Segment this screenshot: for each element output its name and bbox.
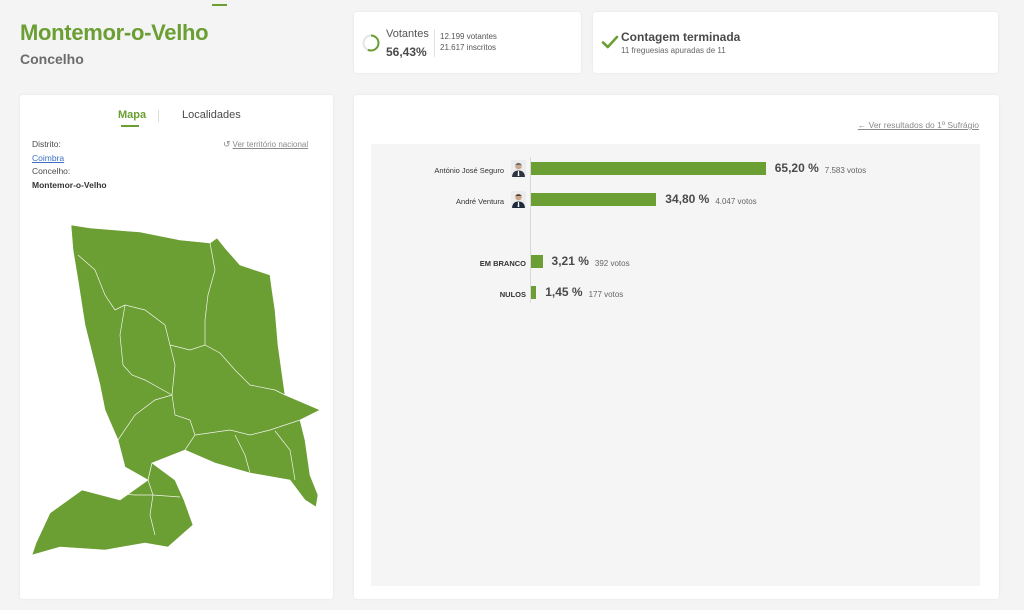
parish-border	[117, 394, 173, 441]
count-status-title: Contagem terminada	[621, 30, 741, 44]
result-votes: 7.583 votos	[824, 166, 867, 175]
registered-count: 21.617 inscritos	[440, 43, 497, 52]
parish-border	[77, 254, 126, 311]
result-bar	[531, 255, 543, 268]
check-icon	[601, 35, 619, 49]
page-title: Montemor-o-Velho	[20, 20, 209, 45]
tab-separator	[158, 110, 159, 122]
results-panel: ← Ver resultados do 1º Sufrágio António …	[354, 95, 999, 599]
results-chart-area	[371, 144, 980, 586]
concelho-value: Montemor-o-Velho	[32, 180, 107, 190]
parish-border	[152, 494, 181, 498]
result-votes: 392 votos	[594, 259, 630, 268]
concelho-label: Concelho:	[32, 166, 71, 176]
turnout-card: Votantes 56,43% 12.199 votantes 21.617 i…	[354, 12, 581, 73]
tab-active-underline	[121, 125, 139, 127]
blank-votes-label: EM BRANCO	[479, 259, 526, 268]
result-bar	[531, 162, 766, 175]
candidate-avatar-icon	[511, 160, 526, 177]
turnout-label: Votantes	[386, 28, 429, 40]
result-votes: 4.047 votos	[715, 197, 757, 206]
turnout-ring-icon	[362, 34, 380, 52]
tab-localidades[interactable]: Localidades	[182, 109, 241, 121]
distrito-label: Distrito:	[32, 139, 61, 149]
candidate-name: André Ventura	[456, 197, 504, 206]
parish-border	[274, 430, 296, 481]
first-round-results-link-label: Ver resultados do 1º Sufrágio	[868, 120, 979, 130]
top-accent-bar	[212, 4, 227, 6]
map-region[interactable]	[31, 462, 194, 556]
results-axis-line	[530, 157, 531, 303]
parish-border	[194, 419, 301, 436]
result-percent: 65,20 %	[774, 161, 819, 175]
null-votes-label: NULOS	[499, 290, 526, 299]
result-votes: 177 votos	[588, 290, 624, 299]
candidate-avatar-icon	[511, 191, 526, 208]
parish-border	[171, 394, 196, 451]
candidate-name: António José Seguro	[434, 166, 504, 175]
parish-border	[81, 489, 153, 496]
national-territory-link[interactable]: ↺ Ver território nacional	[223, 139, 308, 150]
page-subtitle: Concelho	[20, 51, 84, 67]
municipality-map	[31, 224, 321, 556]
tab-mapa[interactable]: Mapa	[118, 109, 147, 121]
map-region[interactable]	[70, 224, 321, 508]
parish-border	[204, 242, 216, 345]
result-percent: 1,45 %	[545, 285, 583, 299]
parish-border	[147, 479, 156, 536]
result-bar	[531, 193, 657, 206]
parish-border	[169, 344, 286, 396]
parish-border	[124, 304, 176, 396]
turnout-percent: 56,43%	[386, 45, 427, 59]
count-status-subtitle: 11 freguesias apuradas de 11	[621, 46, 726, 55]
count-status-card: Contagem terminada 11 freguesias apurada…	[593, 12, 998, 73]
turnout-divider	[434, 29, 435, 57]
parish-border	[119, 304, 173, 396]
arrow-left-icon: ←	[857, 120, 869, 130]
undo-icon: ↺	[223, 139, 231, 149]
map-panel: Mapa Localidades ↺ Ver território naciona…	[20, 95, 333, 599]
result-percent: 34,80 %	[665, 192, 710, 206]
result-percent: 3,21 %	[551, 254, 589, 268]
result-bar	[531, 286, 537, 299]
parish-border	[234, 434, 251, 474]
first-round-results-link[interactable]: ← Ver resultados do 1º Sufrágio	[858, 120, 979, 130]
national-territory-link-label: Ver território nacional	[232, 140, 309, 149]
voters-count: 12.199 votantes	[440, 32, 497, 41]
distrito-link[interactable]: Coimbra	[32, 153, 65, 163]
